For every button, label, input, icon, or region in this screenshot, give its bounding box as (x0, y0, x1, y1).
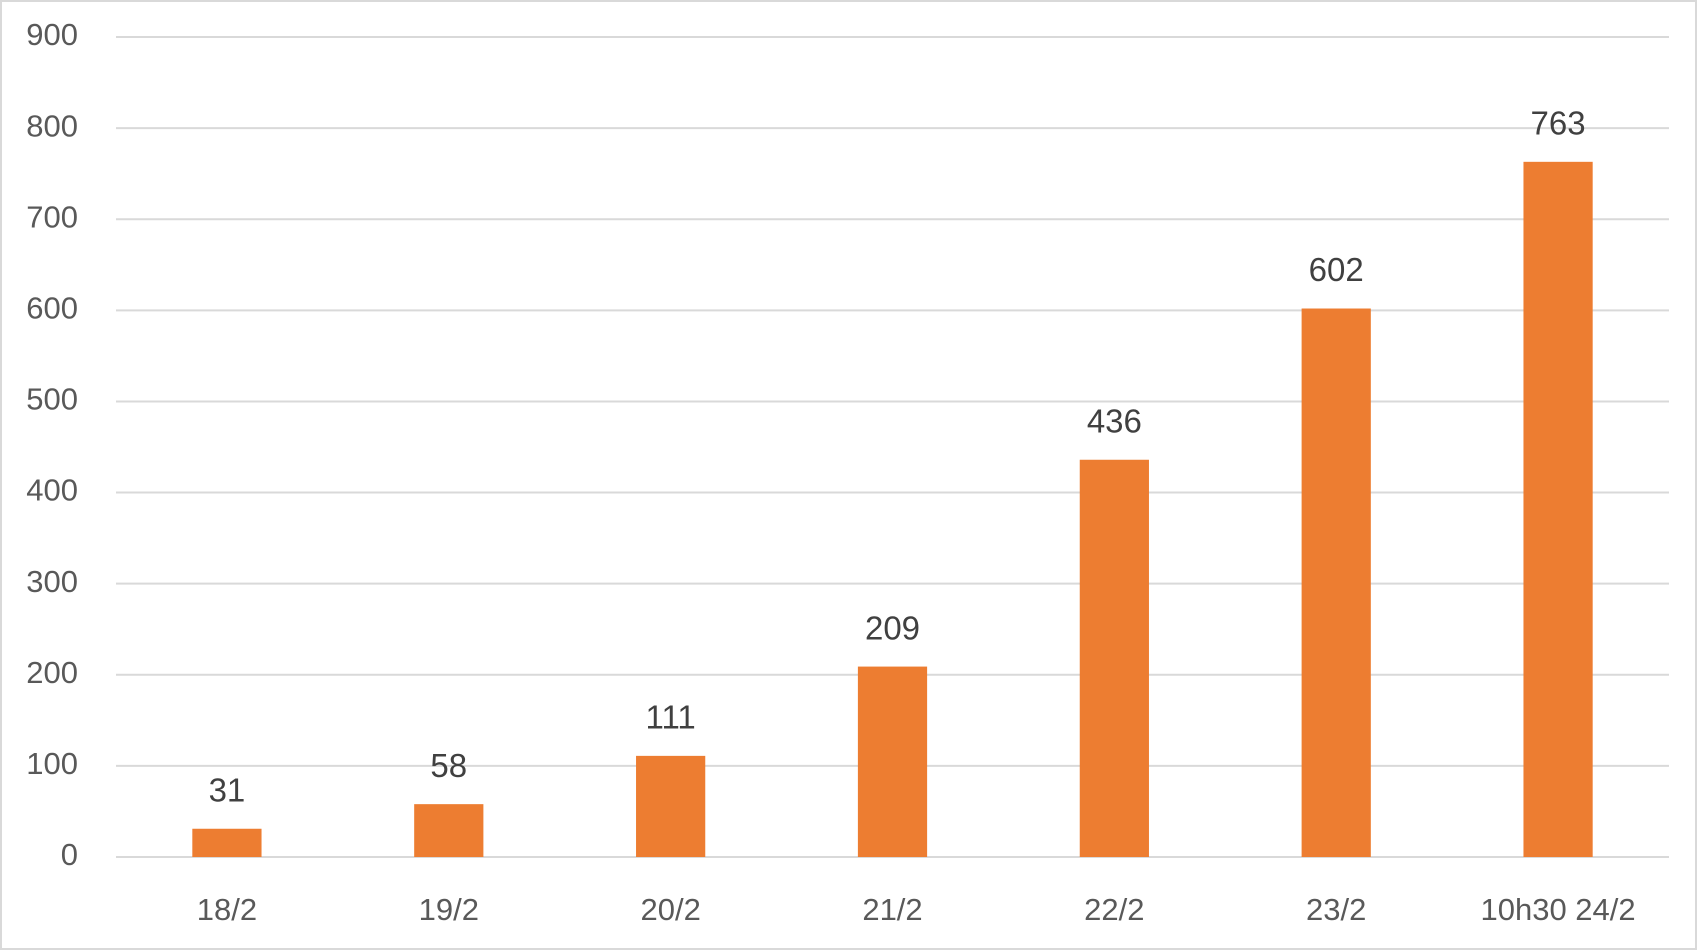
bar (414, 804, 484, 857)
bar (1079, 459, 1149, 857)
x-tick-label: 21/2 (862, 892, 922, 927)
data-label: 58 (430, 747, 467, 784)
y-tick-label: 900 (26, 17, 78, 52)
x-tick-label: 18/2 (197, 892, 257, 927)
data-label: 31 (209, 771, 246, 808)
y-tick-label: 600 (26, 291, 78, 326)
data-label: 602 (1309, 251, 1364, 288)
x-tick-label: 20/2 (640, 892, 700, 927)
data-label: 209 (865, 609, 920, 646)
bar (1301, 308, 1371, 857)
y-tick-label: 700 (26, 199, 78, 234)
y-tick-label: 300 (26, 564, 78, 599)
y-tick-label: 400 (26, 473, 78, 508)
data-label: 763 (1531, 105, 1586, 142)
y-tick-label: 500 (26, 382, 78, 417)
x-tick-label: 22/2 (1084, 892, 1144, 927)
data-label: 436 (1087, 402, 1142, 439)
y-tick-label: 0 (61, 837, 78, 872)
bar (1523, 161, 1593, 858)
y-tick-label: 200 (26, 655, 78, 690)
bar (192, 828, 262, 857)
x-tick-label: 23/2 (1306, 892, 1366, 927)
y-tick-label: 100 (26, 746, 78, 781)
y-tick-label: 800 (26, 108, 78, 143)
x-tick-label: 19/2 (419, 892, 479, 927)
bar (857, 666, 928, 857)
bar (636, 755, 706, 857)
x-tick-label: 10h30 24/2 (1480, 892, 1635, 927)
data-label: 111 (646, 699, 696, 736)
